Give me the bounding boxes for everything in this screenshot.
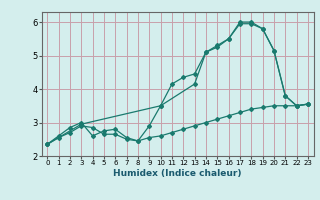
X-axis label: Humidex (Indice chaleur): Humidex (Indice chaleur) xyxy=(113,169,242,178)
